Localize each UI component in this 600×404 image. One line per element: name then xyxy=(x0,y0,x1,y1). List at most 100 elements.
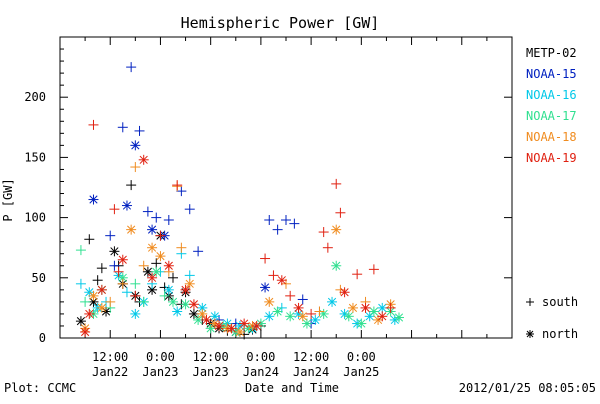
data-point xyxy=(96,263,107,274)
data-point xyxy=(126,62,137,73)
data-point xyxy=(276,275,287,286)
data-point xyxy=(88,194,99,205)
data-point xyxy=(285,290,296,301)
x-tick-label-date: Jan22 xyxy=(92,365,128,379)
data-point xyxy=(84,234,95,245)
data-point xyxy=(188,308,199,319)
data-point xyxy=(105,296,116,307)
data-point xyxy=(151,212,162,223)
data-point xyxy=(130,278,141,289)
data-point xyxy=(155,251,166,262)
data-point xyxy=(301,318,312,329)
legend-entry-noaa-19: NOAA-19 xyxy=(526,151,577,165)
x-tick-label-date: Jan23 xyxy=(193,365,229,379)
y-tick-label: 50 xyxy=(32,271,46,285)
data-point xyxy=(184,204,195,215)
data-point xyxy=(121,200,132,211)
data-point xyxy=(147,272,158,283)
data-point xyxy=(130,140,141,151)
x-tick-label-date: Jan25 xyxy=(343,365,379,379)
data-point xyxy=(80,326,91,337)
data-point xyxy=(155,230,166,241)
chart-title: Hemispheric Power [GW] xyxy=(181,14,380,32)
data-point xyxy=(142,266,153,277)
data-point xyxy=(352,269,363,280)
data-point xyxy=(109,260,120,271)
data-point xyxy=(377,302,388,313)
y-axis: 0 50 100 150 200 xyxy=(24,48,512,345)
data-point xyxy=(105,230,116,241)
data-point xyxy=(138,154,149,165)
data-point xyxy=(138,296,149,307)
data-point xyxy=(347,302,358,313)
x-tick-label-date: Jan24 xyxy=(243,365,279,379)
data-point xyxy=(121,287,132,298)
data-point xyxy=(188,299,199,310)
y-tick-label: 150 xyxy=(24,150,46,164)
data-point xyxy=(172,306,183,317)
data-point xyxy=(360,302,371,313)
marker-legend-symbol xyxy=(526,330,534,338)
data-point xyxy=(268,270,279,281)
y-axis-label-group: P [GW] xyxy=(1,178,15,221)
data-point xyxy=(159,282,170,293)
data-point xyxy=(293,302,304,313)
data-point xyxy=(84,308,95,319)
data-point xyxy=(318,227,329,238)
data-point xyxy=(130,162,141,173)
data-point xyxy=(176,186,187,197)
y-tick-label: 0 xyxy=(39,331,46,345)
data-point xyxy=(130,290,141,301)
x-tick-label-time: 12:00 xyxy=(193,350,229,364)
data-point xyxy=(272,306,283,317)
data-point xyxy=(234,326,245,337)
data-point xyxy=(327,296,338,307)
data-point xyxy=(117,254,128,265)
data-point xyxy=(168,272,178,283)
series-metp-02 xyxy=(75,180,266,340)
data-point xyxy=(322,242,333,253)
y-axis-label: P [GW] xyxy=(1,178,15,221)
data-point xyxy=(239,329,250,340)
data-point xyxy=(264,311,275,322)
data-point xyxy=(193,246,204,257)
data-point xyxy=(281,215,291,226)
data-point xyxy=(151,258,162,269)
data-point xyxy=(138,260,149,271)
data-point xyxy=(117,278,128,289)
y-tick-label: 200 xyxy=(24,90,46,104)
data-point xyxy=(134,125,145,136)
data-point xyxy=(176,242,187,253)
data-point xyxy=(75,245,86,256)
x-tick-label-time: 0:00 xyxy=(146,350,175,364)
data-point xyxy=(335,284,346,295)
data-points xyxy=(75,62,404,340)
data-point xyxy=(147,224,158,235)
y-tick-label: 100 xyxy=(24,211,46,225)
data-point xyxy=(260,282,271,293)
data-point xyxy=(251,320,262,331)
series-noaa-19 xyxy=(80,119,396,337)
legend-entry-metp-02: METP-02 xyxy=(526,46,577,60)
legend-entry-noaa-18: NOAA-18 xyxy=(526,130,577,144)
data-point xyxy=(109,204,120,215)
data-point xyxy=(297,294,308,305)
data-point xyxy=(205,323,216,334)
data-point xyxy=(130,308,141,319)
data-point xyxy=(272,224,283,235)
data-point xyxy=(289,218,300,229)
legend-entry-noaa-16: NOAA-16 xyxy=(526,88,577,102)
data-point xyxy=(163,260,174,271)
data-point xyxy=(75,278,86,289)
data-point xyxy=(80,296,91,307)
marker-legend-north: north xyxy=(542,327,578,341)
data-point xyxy=(184,278,195,289)
data-point xyxy=(168,296,178,307)
series-noaa-18 xyxy=(80,162,396,337)
data-point xyxy=(180,299,191,310)
plot-credit: Plot: CCMC xyxy=(4,381,76,395)
data-point xyxy=(264,296,275,307)
data-point xyxy=(159,290,170,301)
data-point xyxy=(142,206,153,217)
data-point xyxy=(197,308,208,319)
